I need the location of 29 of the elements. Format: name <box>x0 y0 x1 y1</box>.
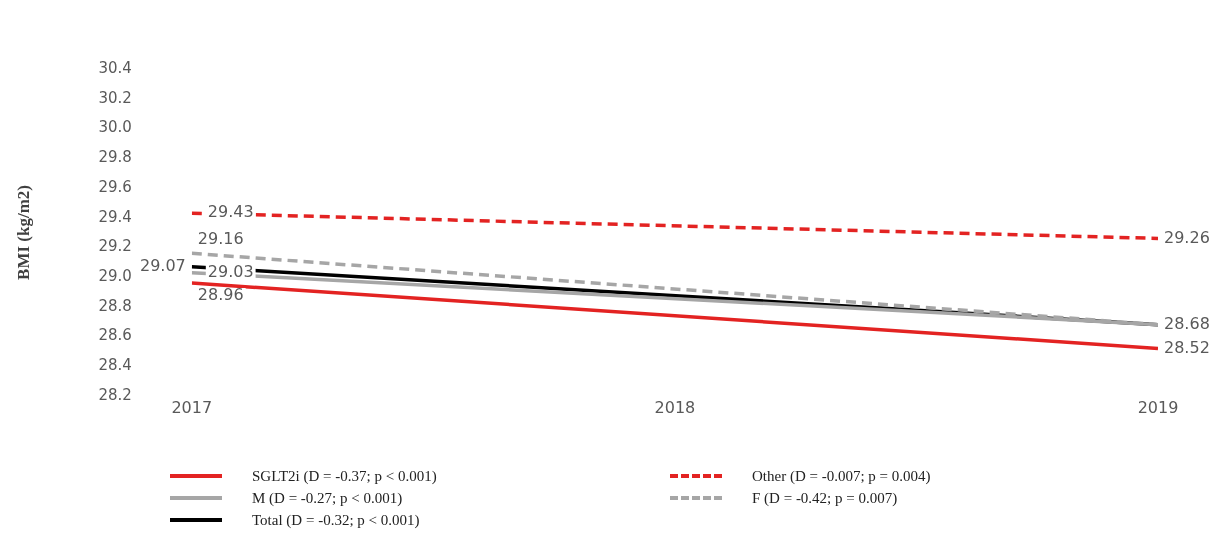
y-tick-label: 28.6 <box>98 326 132 345</box>
x-tick-label: 2019 <box>1137 397 1179 417</box>
y-tick-label: 29.2 <box>98 237 132 256</box>
x-tick-label: 2017 <box>171 397 213 417</box>
y-tick-label: 28.4 <box>98 356 132 375</box>
legend-label: F (D = -0.42; p = 0.007) <box>752 489 898 507</box>
data-label: 29.03 <box>207 261 254 281</box>
data-label: 29.16 <box>197 229 244 249</box>
legend-label: Total (D = -0.32; p < 0.001) <box>252 511 420 529</box>
y-tick-label: 30.2 <box>98 88 132 107</box>
legend-label: Other (D = -0.007; p = 0.004) <box>752 467 931 485</box>
y-tick-label: 29.8 <box>98 148 132 167</box>
y-tick-label: 29.0 <box>98 266 132 285</box>
y-tick-label: 28.8 <box>98 296 132 315</box>
y-tick-label: 30.0 <box>98 118 132 137</box>
y-tick-label: 30.4 <box>98 58 132 77</box>
data-label: 28.52 <box>1164 337 1210 357</box>
x-tick-label: 2018 <box>654 397 696 417</box>
legend-label: SGLT2i (D = -0.37; p < 0.001) <box>252 467 437 485</box>
y-tick-label: 29.6 <box>98 177 132 196</box>
y-axis-title: BMI (kg/m2) <box>13 185 33 280</box>
data-label: 29.43 <box>207 202 254 222</box>
y-tick-label: 29.4 <box>98 207 132 226</box>
data-label: 28.96 <box>197 285 244 305</box>
data-label: 29.07 <box>139 255 186 275</box>
y-tick-label: 28.2 <box>98 385 132 404</box>
data-label: 28.68 <box>1164 313 1210 333</box>
legend-label: M (D = -0.27; p < 0.001) <box>252 489 403 507</box>
data-label: 29.26 <box>1164 227 1210 247</box>
